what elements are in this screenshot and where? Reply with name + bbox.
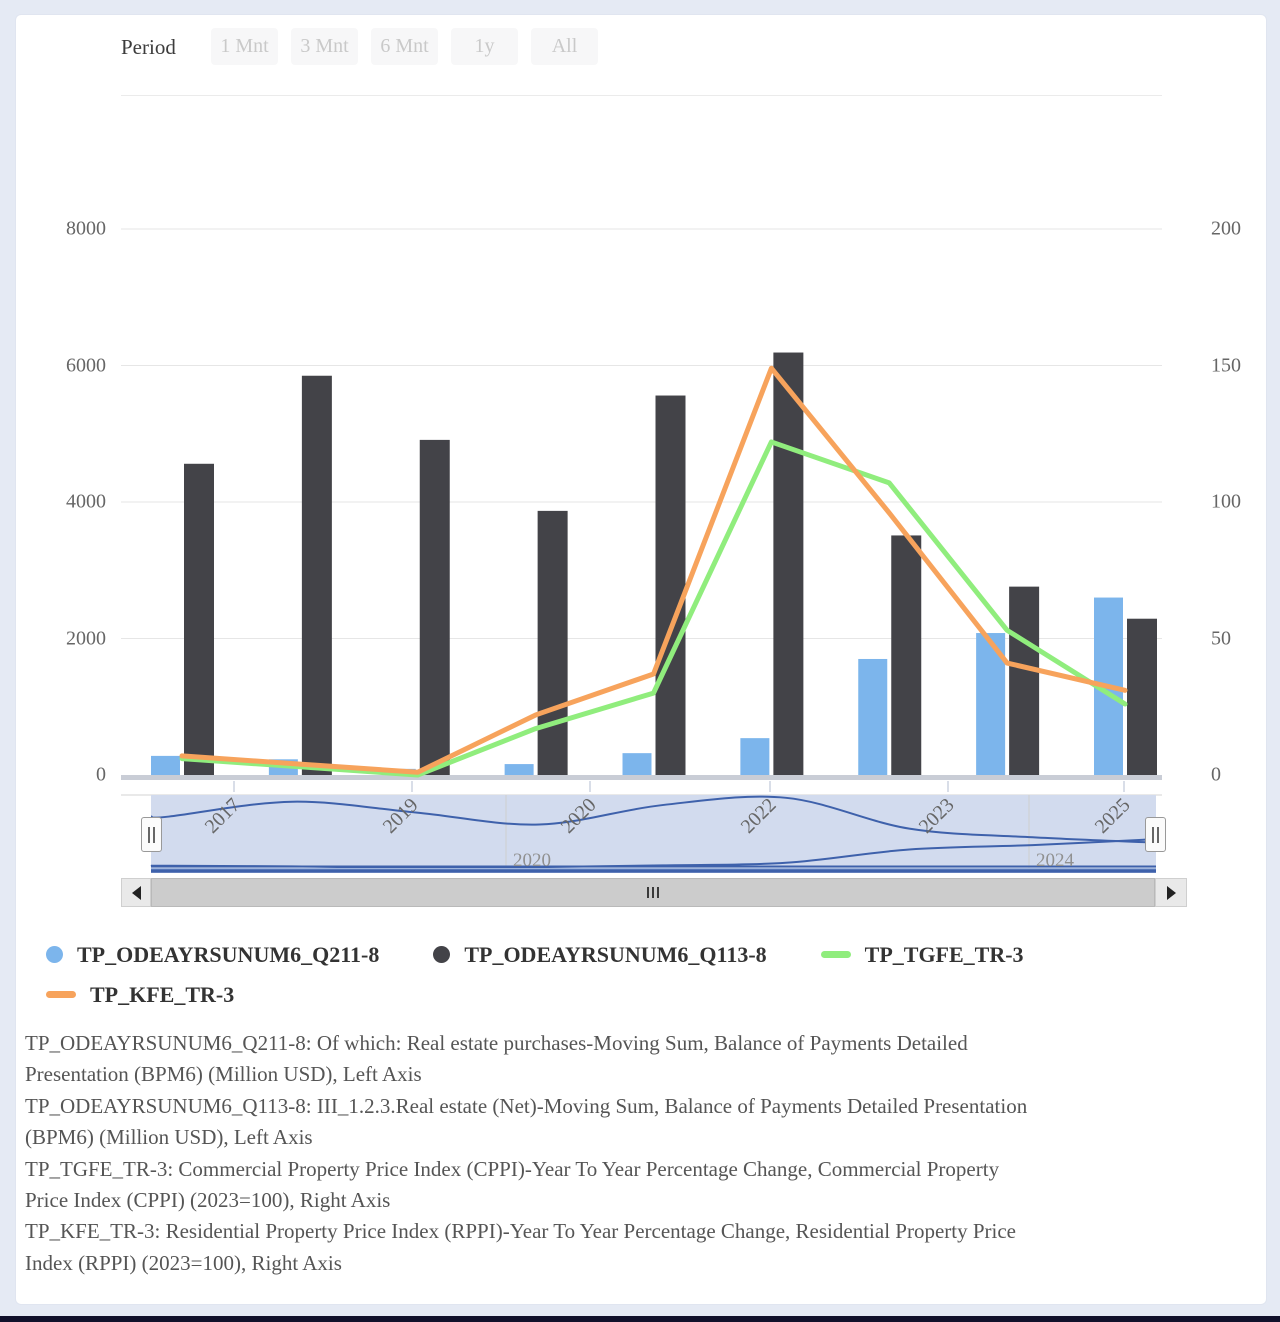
left-axis-tick-8000: 8000 bbox=[66, 217, 106, 240]
series-descriptions: TP_ODEAYRSUNUM6_Q211-8: Of which: Real e… bbox=[25, 1028, 1037, 1279]
right-axis-tick-200: 200 bbox=[1211, 217, 1241, 240]
legend-label: TP_ODEAYRSUNUM6_Q211-8 bbox=[77, 941, 380, 967]
description-tgfe: TP_TGFE_TR-3: Commercial Property Price … bbox=[25, 1156, 1000, 1213]
arrow-left-icon bbox=[131, 885, 141, 900]
left-axis-tick-0: 0 bbox=[96, 763, 106, 786]
right-axis-tick-0: 0 bbox=[1211, 763, 1221, 786]
legend-item-kfe[interactable]: TP_KFE_TR-3 bbox=[46, 978, 234, 1011]
right-axis-tick-50: 50 bbox=[1211, 627, 1231, 650]
left-axis-tick-6000: 6000 bbox=[66, 354, 106, 377]
arrow-right-icon bbox=[1166, 885, 1176, 900]
right-axis-tick-150: 150 bbox=[1211, 354, 1241, 377]
navigator-right-handle[interactable] bbox=[1145, 817, 1166, 852]
legend-marker-blue-circle-icon bbox=[46, 946, 63, 963]
description-q211: TP_ODEAYRSUNUM6_Q211-8: Of which: Real e… bbox=[25, 1031, 968, 1087]
legend-marker-green-line-icon bbox=[820, 951, 851, 958]
navigator-label-2024: 2024 bbox=[1036, 850, 1074, 871]
legend-item-q211[interactable]: TP_ODEAYRSUNUM6_Q211-8 bbox=[46, 938, 379, 971]
scrollbar-left-arrow[interactable] bbox=[121, 878, 151, 907]
chart-plot-area bbox=[121, 228, 1162, 873]
period-button-3mnt[interactable]: 3 Mnt bbox=[291, 28, 358, 65]
right-axis-tick-100: 100 bbox=[1211, 490, 1241, 513]
legend-marker-orange-line-icon bbox=[46, 991, 76, 998]
period-label: Period bbox=[121, 35, 176, 59]
period-button-6mnt[interactable]: 6 Mnt bbox=[371, 28, 438, 65]
legend-label: TP_ODEAYRSUNUM6_Q113-8 bbox=[464, 941, 767, 967]
navigator-left-handle[interactable] bbox=[141, 817, 162, 852]
left-axis-tick-4000: 4000 bbox=[66, 490, 106, 513]
description-kfe: TP_KFE_TR-3: Residential Property Price … bbox=[25, 1219, 1016, 1275]
legend-marker-dark-circle-icon bbox=[433, 946, 451, 963]
period-button-1y[interactable]: 1y bbox=[451, 28, 518, 65]
description-q113: TP_ODEAYRSUNUM6_Q113-8: III_1.2.3.Real e… bbox=[25, 1093, 1028, 1150]
scrollbar-thumb[interactable] bbox=[151, 878, 1155, 907]
legend-label: TP_KFE_TR-3 bbox=[90, 981, 235, 1007]
period-button-all[interactable]: All bbox=[531, 28, 598, 65]
chart-legend: TP_ODEAYRSUNUM6_Q211-8 TP_ODEAYRSUNUM6_Q… bbox=[46, 938, 1241, 1011]
period-button-1mnt[interactable]: 1 Mnt bbox=[211, 28, 278, 65]
legend-item-q113[interactable]: TP_ODEAYRSUNUM6_Q113-8 bbox=[433, 938, 767, 971]
chart-card: Period 1 Mnt 3 Mnt 6 Mnt 1y All 8000 600… bbox=[15, 14, 1267, 1305]
bottom-window-edge bbox=[0, 1316, 1280, 1322]
scrollbar-right-arrow[interactable] bbox=[1155, 878, 1187, 907]
header-divider bbox=[121, 95, 1162, 96]
left-axis-tick-2000: 2000 bbox=[66, 627, 106, 650]
navigator-label-2020: 2020 bbox=[513, 850, 551, 871]
legend-label: TP_TGFE_TR-3 bbox=[864, 941, 1024, 967]
legend-item-tgfe[interactable]: TP_TGFE_TR-3 bbox=[820, 938, 1024, 971]
